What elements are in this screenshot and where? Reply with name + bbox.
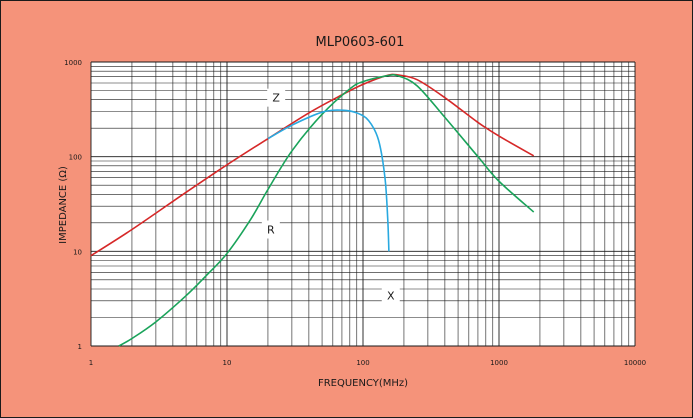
data-series [90, 73, 535, 347]
grid-lines [90, 61, 636, 347]
curve-label-z: Z [272, 92, 280, 105]
y-tick-label: 10 [73, 248, 82, 256]
y-tick-label: 100 [69, 154, 82, 162]
curve-label-r: R [267, 224, 275, 237]
x-tick-label: 100 [356, 359, 369, 367]
x-tick-labels: 1 10 100 1000 10000 [89, 359, 646, 367]
curve-label-box [381, 286, 400, 305]
series-x-line [267, 109, 390, 252]
curve-label-box [261, 220, 280, 239]
curve-label-box [267, 88, 286, 107]
x-tick-label: 1 [89, 359, 93, 367]
curve-label-x: X [387, 290, 395, 303]
series-z-line [90, 73, 535, 257]
chart-title: MLP0603-601 [316, 35, 405, 50]
y-axis-label: IMPEDANCE (Ω) [58, 166, 69, 244]
x-tick-label: 10 [223, 359, 232, 367]
x-tick-label: 1000 [490, 359, 508, 367]
curve-labels: Z R X [261, 88, 400, 305]
series-r-line [118, 74, 535, 347]
y-tick-labels: 1000 100 10 1 [64, 59, 82, 351]
y-tick-label: 1 [78, 343, 82, 351]
x-tick-label: 10000 [624, 359, 646, 367]
x-axis-label: FREQUENCY(MHz) [318, 378, 408, 389]
y-tick-label: 1000 [64, 59, 82, 67]
